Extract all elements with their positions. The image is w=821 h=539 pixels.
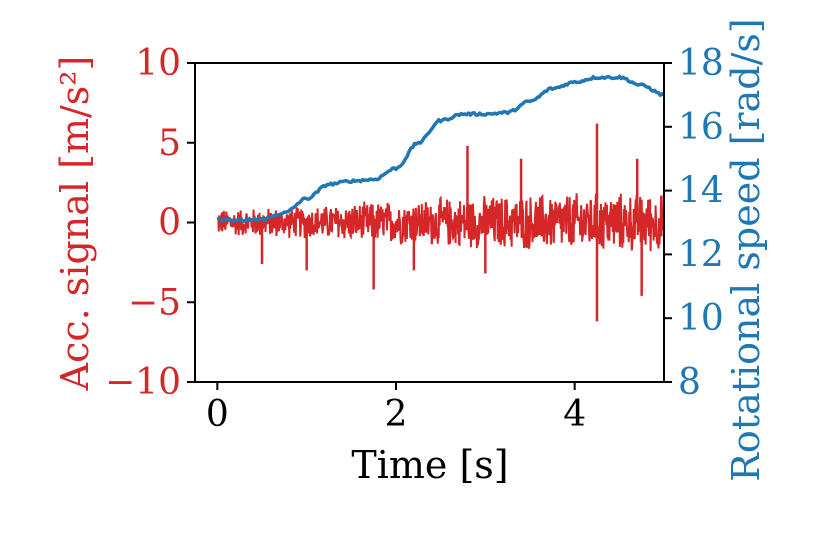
right-tick-label: 14	[678, 171, 724, 212]
right-tick-label: 8	[678, 362, 701, 403]
x-tick-label: 2	[385, 394, 408, 435]
right-tick-label: 10	[678, 298, 724, 339]
left-tick-label: −10	[105, 362, 181, 403]
x-tick-label: 0	[206, 394, 229, 435]
left-y-axis: 10 5 0 −5 −10	[105, 43, 195, 403]
left-tick-label: 0	[158, 203, 181, 244]
x-axis: 0 2 4	[206, 382, 586, 435]
rotational-speed-series	[217, 74, 665, 224]
left-tick-label: 10	[135, 43, 181, 84]
right-tick-label: 18	[678, 43, 724, 84]
right-axis-label: Rotational speed [rad/s]	[724, 18, 768, 481]
x-axis-label: Time [s]	[351, 443, 508, 487]
plot-area	[194, 62, 665, 383]
right-tick-label: 16	[678, 107, 724, 148]
x-tick-label: 4	[563, 394, 586, 435]
left-axis-label: Acc. signal [m/s²]	[53, 56, 97, 392]
right-tick-label: 12	[678, 234, 724, 275]
left-tick-label: 5	[158, 123, 181, 164]
left-tick-label: −5	[128, 282, 181, 323]
acc-signal-series	[216, 123, 665, 322]
rotational-speed-line	[217, 74, 665, 224]
right-y-axis: 18 16 14 12 10 8	[664, 43, 724, 403]
